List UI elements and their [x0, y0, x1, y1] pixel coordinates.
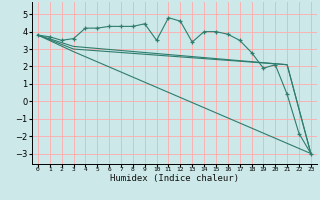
X-axis label: Humidex (Indice chaleur): Humidex (Indice chaleur) — [110, 174, 239, 183]
